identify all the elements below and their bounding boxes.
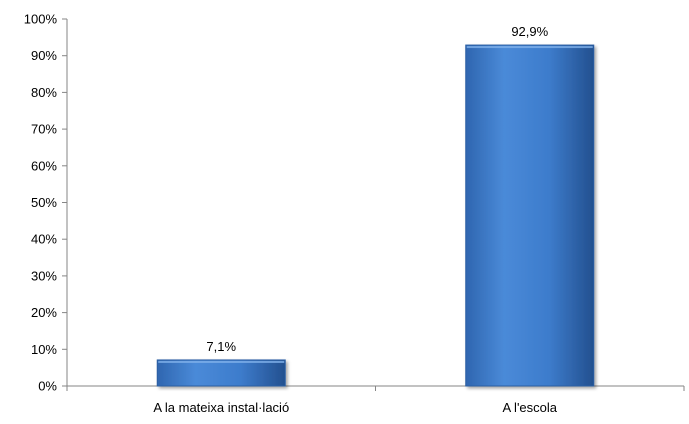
- y-tick-label: 0%: [38, 379, 57, 394]
- bars: [156, 44, 595, 387]
- y-tick-label: 40%: [31, 232, 57, 247]
- labels: 7,1% A la mateixa instal·lació 92,9% A l'es…: [153, 24, 557, 415]
- y-tick-label: 20%: [31, 305, 57, 320]
- y-tick-label: 60%: [31, 158, 57, 173]
- y-tick-label: 50%: [31, 195, 57, 210]
- bar-highlight: [158, 360, 285, 363]
- y-tick-label: 10%: [31, 342, 57, 357]
- y-tick-label: 70%: [31, 122, 57, 137]
- y-tick-label: 30%: [31, 268, 57, 283]
- bar-highlight: [466, 46, 593, 49]
- x-tick-label: A la mateixa instal·lació: [153, 400, 289, 415]
- y-tick-label: 80%: [31, 85, 57, 100]
- y-tick-label: 90%: [31, 48, 57, 63]
- bar: [156, 359, 286, 387]
- data-label: 92,9%: [511, 24, 548, 39]
- bar: [465, 44, 595, 387]
- axes: 0% 10% 20% 30% 40% 50% 60% 70% 80% 90% 100%: [24, 12, 685, 394]
- y-tick-label: 100%: [24, 12, 58, 27]
- x-tick-label: A l'escola: [502, 400, 557, 415]
- data-label: 7,1%: [206, 339, 236, 354]
